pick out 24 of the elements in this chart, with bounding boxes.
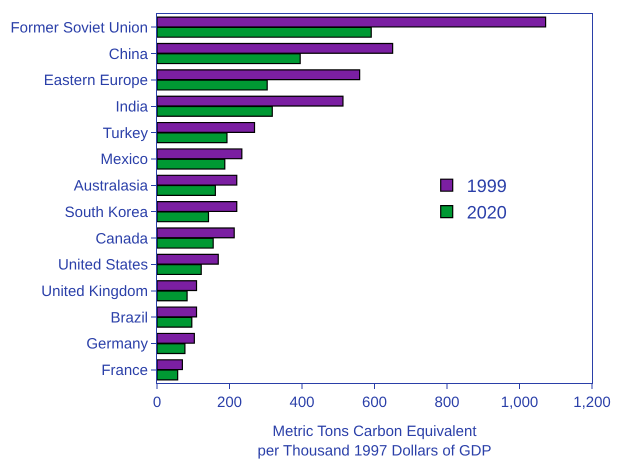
legend-label: 1999 [466,176,507,196]
x-tick-label: 0 [152,394,162,411]
y-tick-label: Australasia [74,178,149,195]
x-tick-label: 600 [362,394,388,411]
y-tick-label: Eastern Europe [44,72,148,90]
y-tick-label: Germany [86,336,148,353]
y-tick-label: United Kingdom [41,283,148,300]
y-tick-label: France [101,362,148,380]
y-tick-label: India [115,98,149,116]
x-tick-label: 400 [289,394,315,411]
x-tick-label: 1,200 [573,394,611,411]
y-tick-label: South Korea [64,204,149,221]
x-tick-label: 1,000 [500,394,538,411]
legend-label: 2020 [466,202,507,223]
y-tick-label: Brazil [110,309,148,326]
x-tick-label: 200 [216,394,242,411]
y-tick-label: Turkey [102,124,148,142]
y-tick-label: Canada [95,230,149,248]
y-tick-label: China [108,46,149,63]
y-tick-label: United States [58,256,148,274]
y-tick-label: Mexico [100,151,148,168]
x-axis-title: Metric Tons Carbon Equivalent per Thousand 1997 Dollars of GDP [257,423,492,460]
x-tick-label: 800 [434,394,460,411]
y-tick-label: Former Soviet Union [10,19,148,36]
